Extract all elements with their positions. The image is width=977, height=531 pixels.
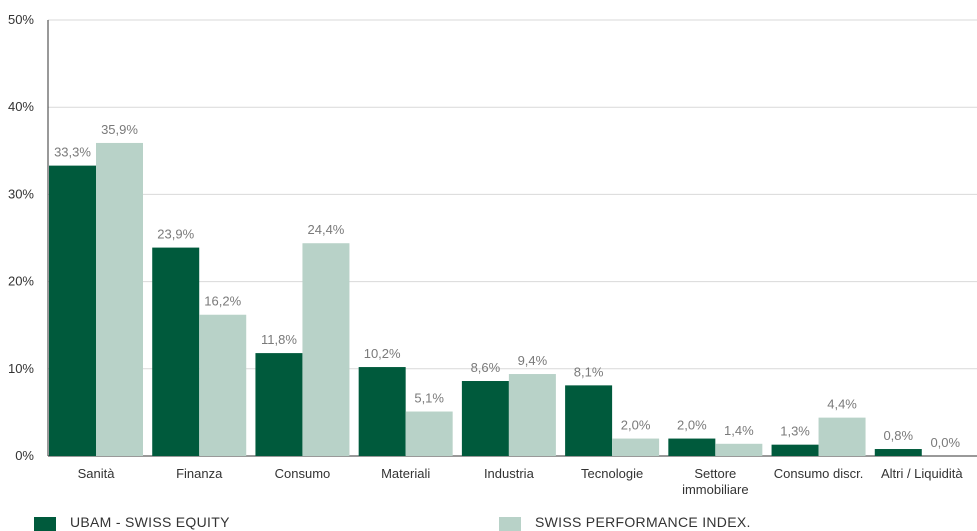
y-tick-label: 10% — [8, 361, 34, 376]
y-tick-label: 50% — [8, 12, 34, 27]
bar — [96, 142, 143, 456]
bar — [461, 381, 509, 456]
data-label: 9,4% — [518, 353, 548, 368]
x-tick-label: Consumo discr. — [774, 466, 864, 481]
x-tick-label: Finanza — [176, 466, 223, 481]
legend-swatch-ubam — [34, 517, 56, 531]
data-label: 1,3% — [780, 424, 810, 439]
bar-chart: 0% 10% 20% 30% 40% 50% 33,3% 35,9% Sanità 23,9% 16… — [8, 12, 977, 497]
data-label: 1,4% — [724, 423, 754, 438]
bar — [715, 443, 763, 456]
legend-swatch-spi — [499, 517, 521, 531]
data-label: 23,9% — [157, 227, 194, 242]
data-label: 5,1% — [414, 391, 444, 406]
bar — [302, 243, 350, 456]
data-label: 2,0% — [621, 418, 651, 433]
bar — [818, 417, 866, 456]
bar — [668, 438, 716, 456]
chart-svg: 0% 10% 20% 30% 40% 50% 33,3% 35,9% Sanità 23,9% 16… — [8, 12, 977, 497]
y-tick-label: 0% — [15, 448, 34, 463]
bar — [565, 385, 613, 456]
y-tick-label: 20% — [8, 274, 34, 289]
bar — [508, 374, 556, 456]
legend-item-ubam: UBAM - SWISS EQUITY — [34, 514, 230, 531]
data-label: 0,0% — [930, 435, 960, 450]
x-tick-label: Sanità — [78, 466, 116, 481]
bar — [199, 314, 247, 456]
x-tick-label: Tecnologie — [581, 466, 643, 481]
bar — [358, 367, 406, 456]
data-label: 11,8% — [261, 332, 297, 347]
x-tick-label: Industria — [484, 466, 535, 481]
legend-item-spi: SWISS PERFORMANCE INDEX. — [499, 514, 751, 531]
data-label: 8,1% — [574, 364, 604, 379]
bar — [255, 353, 303, 456]
legend-label-spi: SWISS PERFORMANCE INDEX. — [535, 514, 751, 530]
x-tick-label: Altri / Liquidità — [881, 466, 963, 481]
data-label: 10,2% — [364, 346, 401, 361]
data-label: 24,4% — [308, 222, 345, 237]
y-tick-label: 40% — [8, 99, 34, 114]
bar — [612, 438, 660, 456]
data-label: 35,9% — [101, 122, 138, 137]
x-tick-label: Consumo — [275, 466, 331, 481]
y-tick-label: 30% — [8, 186, 34, 201]
bar — [152, 247, 200, 456]
bar — [405, 411, 453, 456]
data-label: 0,8% — [883, 428, 913, 443]
data-label: 4,4% — [827, 397, 857, 412]
bar — [771, 444, 819, 456]
bar — [874, 449, 922, 456]
bar — [49, 165, 96, 456]
data-label: 2,0% — [677, 418, 707, 433]
data-label: 8,6% — [471, 360, 501, 375]
legend-label-ubam: UBAM - SWISS EQUITY — [70, 514, 230, 530]
x-tick-label: Materiali — [381, 466, 430, 481]
x-tick-label: Settore immobiliare — [682, 466, 748, 497]
data-label: 16,2% — [204, 294, 241, 309]
data-label: 33,3% — [54, 145, 91, 160]
